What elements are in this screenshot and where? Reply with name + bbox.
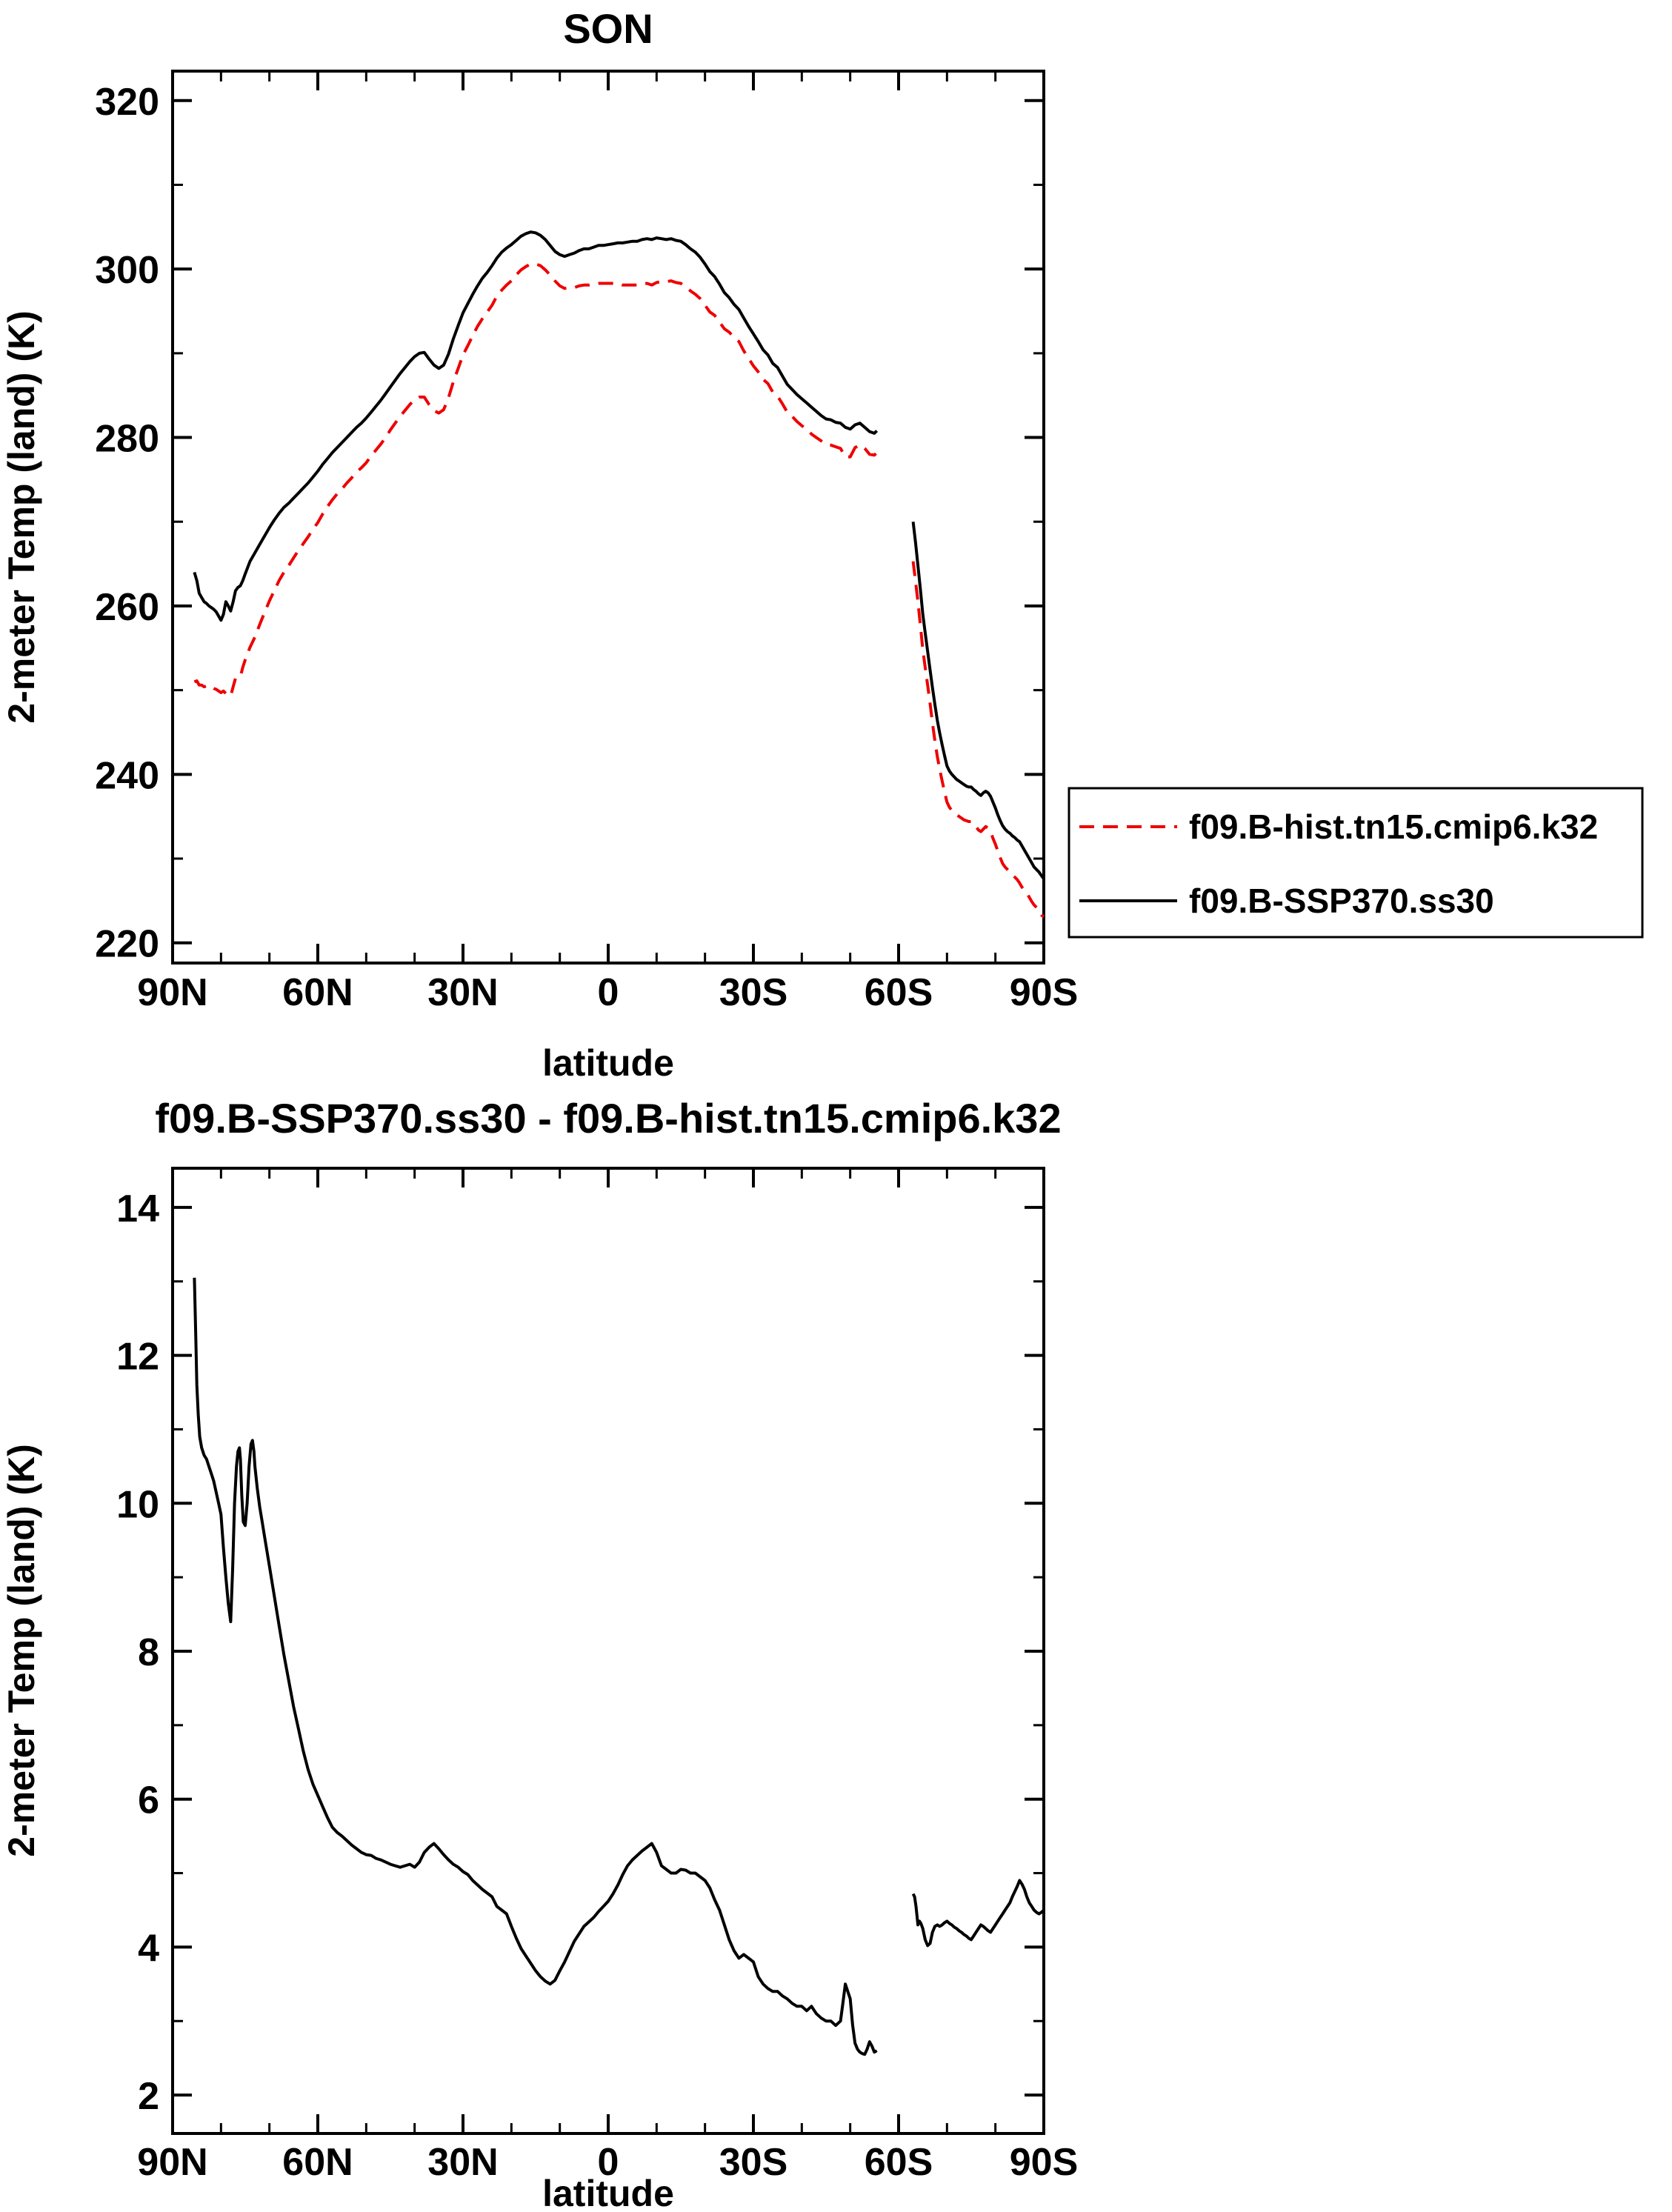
plot-frame	[171, 1167, 1045, 2135]
legend: f09.B-hist.tn15.cmip6.k32 f09.B-SSP370.ss…	[1068, 787, 1644, 939]
bottom-chart-x-axis-title: latitude	[542, 2173, 674, 2212]
y-tick-label: 280	[95, 418, 159, 461]
series-diff	[193, 1277, 1045, 2056]
y-tick-label: 6	[138, 1779, 159, 1822]
series-ssp370	[193, 230, 1045, 880]
y-tick-label: 8	[138, 1631, 159, 1674]
bottom-chart-y-axis-title: 2-meter Temp (land) (K)	[1, 1444, 42, 1856]
top-chart-y-axis-title: 2-meter Temp (land) (K)	[1, 310, 42, 723]
x-tick-label: 60N	[282, 971, 353, 1014]
top-chart: 90N 60N 30N 0 30S 60S 90S 220 240 260 280 300 320	[95, 70, 1079, 1014]
x-tick-label: 60N	[282, 2141, 353, 2184]
x-tick-label: 90N	[137, 2141, 207, 2184]
x-tick-label: 30S	[719, 971, 788, 1014]
y-tick-label: 300	[95, 249, 159, 292]
y-tick-label: 320	[95, 81, 159, 124]
y-tick-label: 4	[138, 1927, 159, 1970]
x-tick-label: 90S	[1010, 2141, 1079, 2184]
x-tick-label: 30S	[719, 2141, 788, 2184]
bottom-chart: 90N 60N 30N 0 30S 60S 90S 2 4 6 8 10 12 14	[116, 1167, 1079, 2184]
x-tick-label: 30N	[427, 2141, 498, 2184]
legend-label: f09.B-SSP370.ss30	[1189, 882, 1494, 920]
y-tick-label: 14	[116, 1187, 159, 1230]
legend-label: f09.B-hist.tn15.cmip6.k32	[1189, 807, 1598, 846]
x-tick-label: 0	[598, 971, 619, 1014]
top-chart-title: SON	[563, 5, 653, 52]
y-tick-label: 10	[116, 1483, 159, 1526]
x-tick-label: 90S	[1010, 971, 1079, 1014]
bottom-chart-title: f09.B-SSP370.ss30 - f09.B-hist.tn15.cmip…	[155, 1095, 1061, 1142]
x-tick-label: 60S	[865, 971, 933, 1014]
y-tick-label: 12	[116, 1336, 159, 1379]
x-tick-label: 30N	[427, 971, 498, 1014]
x-tick-label: 60S	[865, 2141, 933, 2184]
y-tick-label: 220	[95, 923, 159, 966]
y-tick-label: 2	[138, 2075, 159, 2118]
top-chart-x-axis-title: latitude	[542, 1042, 674, 1084]
x-tick-label: 0	[598, 2141, 619, 2184]
plot-frame	[171, 70, 1045, 965]
y-tick-label: 260	[95, 586, 159, 629]
series-hist	[193, 262, 1045, 919]
legend-box	[1068, 787, 1644, 939]
y-tick-label: 240	[95, 754, 159, 797]
x-tick-label: 90N	[137, 971, 207, 1014]
